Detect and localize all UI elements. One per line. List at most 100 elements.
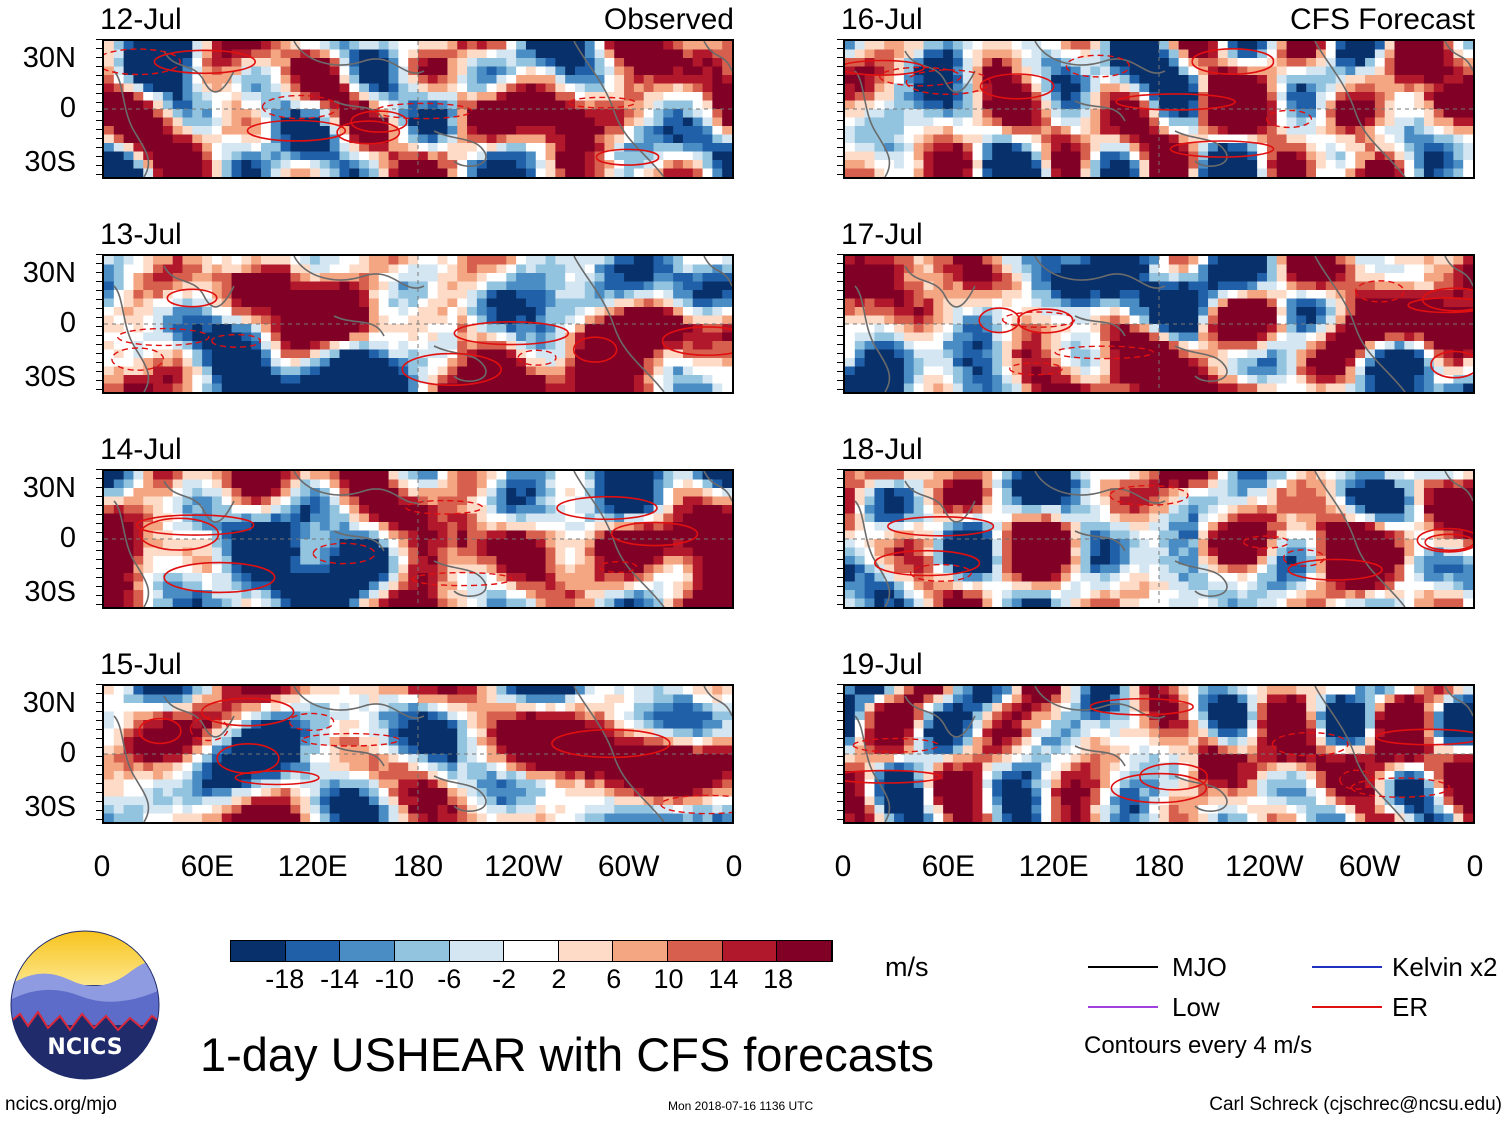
- heatmap-cell: [231, 281, 242, 291]
- heatmap-cell: [1247, 109, 1258, 119]
- heatmap-cell: [845, 66, 856, 76]
- heatmap-cell: [300, 703, 311, 713]
- heatmap-cell: [663, 703, 674, 713]
- heatmap-cell: [202, 109, 213, 119]
- heatmap-cell: [982, 49, 993, 59]
- heatmap-cell: [290, 256, 301, 266]
- heatmap-cell: [359, 151, 370, 161]
- heatmap-cell: [653, 694, 664, 704]
- heatmap-cell: [614, 813, 625, 822]
- heatmap-cell: [192, 762, 203, 772]
- heatmap-cell: [682, 41, 694, 51]
- heatmap-cell: [261, 366, 272, 376]
- heatmap-cell: [1080, 109, 1091, 119]
- heatmap-cell: [398, 479, 409, 489]
- heatmap-cell: [437, 505, 449, 515]
- heatmap-cell: [162, 256, 174, 266]
- heatmap-cell: [143, 383, 154, 392]
- heatmap-cell: [653, 488, 664, 498]
- heatmap-cell: [633, 711, 645, 721]
- heatmap-cell: [673, 341, 684, 351]
- heatmap-cell: [113, 375, 125, 385]
- heatmap-cell: [359, 686, 370, 696]
- heatmap-cell: [182, 796, 193, 806]
- heatmap-cell: [1247, 41, 1258, 51]
- heatmap-cell: [437, 771, 449, 781]
- heatmap-cell: [447, 92, 458, 102]
- heatmap-cell: [349, 100, 360, 110]
- heatmap-cell: [153, 324, 164, 334]
- heatmap-cell: [962, 49, 974, 59]
- heatmap-cell: [329, 109, 341, 119]
- heatmap-cell: [992, 100, 1003, 110]
- lat-tick-label: 30S: [24, 791, 76, 823]
- heatmap-cell: [1463, 83, 1473, 93]
- heatmap-cell: [339, 281, 350, 291]
- heatmap-cell: [506, 315, 517, 325]
- heatmap-cell: [182, 290, 193, 300]
- heatmap-cell: [653, 358, 664, 368]
- heatmap-cell: [270, 771, 282, 781]
- heatmap-cell: [378, 471, 390, 481]
- heatmap-cell: [123, 49, 135, 59]
- heatmap-cell: [903, 66, 915, 76]
- heatmap-cell: [1031, 83, 1042, 93]
- heatmap-cell: [359, 547, 370, 557]
- heatmap-cell: [408, 273, 419, 283]
- heatmap-cell: [418, 513, 429, 523]
- heatmap-cell: [241, 530, 252, 540]
- heatmap-cell: [496, 332, 507, 342]
- heatmap-cell: [153, 796, 164, 806]
- heatmap-cell: [192, 92, 203, 102]
- heatmap-cell: [408, 703, 419, 713]
- heatmap-cell: [388, 109, 399, 119]
- heatmap-cell: [594, 375, 606, 385]
- heatmap-cell: [349, 745, 360, 755]
- heatmap-cell: [486, 324, 498, 334]
- heatmap-cell: [575, 349, 586, 359]
- heatmap-cell: [241, 488, 252, 498]
- heatmap-cell: [663, 711, 674, 721]
- heatmap-cell: [329, 75, 341, 85]
- heatmap-cell: [153, 686, 164, 696]
- heatmap-cell: [1325, 117, 1337, 127]
- heatmap-cell: [270, 383, 282, 392]
- heatmap-cell: [506, 134, 517, 144]
- heatmap-cell: [261, 281, 272, 291]
- heatmap-cell: [894, 143, 905, 153]
- heatmap-cell: [427, 813, 439, 822]
- panel-date-label: 16-Jul: [841, 3, 923, 36]
- heatmap-cell: [211, 58, 223, 68]
- heatmap-cell: [506, 341, 517, 351]
- heatmap-cell: [633, 66, 645, 76]
- heatmap-cell: [251, 160, 262, 170]
- heatmap-cell: [300, 92, 311, 102]
- heatmap-cell: [211, 264, 223, 274]
- heatmap-cell: [604, 315, 615, 325]
- heatmap-cell: [614, 530, 625, 540]
- heatmap-cell: [594, 796, 606, 806]
- lat-tick-label: 30S: [24, 576, 76, 608]
- heatmap-cell: [1109, 134, 1121, 144]
- heatmap-cell: [1257, 109, 1268, 119]
- coastline: [113, 256, 732, 392]
- heatmap-cell: [1198, 75, 1209, 85]
- heatmap-cell: [525, 126, 537, 136]
- heatmap-cell: [486, 281, 498, 291]
- heatmap-cell: [545, 547, 556, 557]
- heatmap-cell: [525, 547, 537, 557]
- heatmap-cell: [702, 281, 713, 291]
- heatmap-cell: [388, 41, 399, 51]
- heatmap-cell: [933, 92, 944, 102]
- heatmap-cell: [261, 745, 272, 755]
- heatmap-cell: [251, 256, 262, 266]
- heatmap-cell: [1365, 83, 1376, 93]
- heatmap-cell: [231, 264, 242, 274]
- heatmap-cell: [594, 590, 606, 600]
- heatmap-cell: [702, 66, 713, 76]
- heatmap-cell: [398, 49, 409, 59]
- heatmap-cell: [535, 375, 547, 385]
- heatmap-cell: [506, 686, 517, 696]
- heatmap-cell: [663, 762, 674, 772]
- heatmap-cell: [1433, 49, 1445, 59]
